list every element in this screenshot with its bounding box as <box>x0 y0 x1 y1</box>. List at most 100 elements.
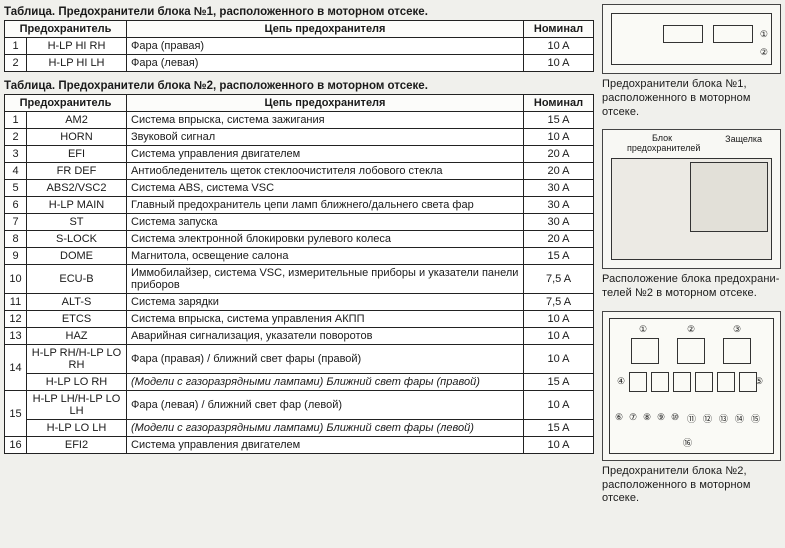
row-code: H-LP LH/H-LP LO LH <box>27 391 127 420</box>
d3-l3: ③ <box>733 324 741 335</box>
row-num: 1 <box>5 112 27 129</box>
row-nominal: 15 A <box>524 420 594 437</box>
row-circuit: Главный предохранитель цепи ламп ближнег… <box>127 197 524 214</box>
row-circuit: Система управления двигателем <box>127 437 524 454</box>
d3-l16: ⑯ <box>683 436 692 449</box>
table-row: H-LP LO LH(Модели с газоразрядными лампа… <box>5 420 594 437</box>
row-nominal: 15 A <box>524 112 594 129</box>
row-code: H-LP HI RH <box>27 38 127 55</box>
diagram-3-caption: Предохранители блока №2, распо­ложенного… <box>602 465 781 506</box>
table-row: 7STСистема запуска30 A <box>5 214 594 231</box>
table-row: 5ABS2/VSC2Система ABS, система VSC30 A <box>5 180 594 197</box>
row-nominal: 30 A <box>524 197 594 214</box>
row-num: 16 <box>5 437 27 454</box>
row-circuit: Система впрыска, система зажигания <box>127 112 524 129</box>
row-code: AM2 <box>27 112 127 129</box>
row-num: 6 <box>5 197 27 214</box>
row-nominal: 10 A <box>524 345 594 374</box>
row-circuit: Аварийная сигнализация, указатели поворо… <box>127 328 524 345</box>
row-code: S-LOCK <box>27 231 127 248</box>
table1-caption: Таблица. Предохранители блока №1, распол… <box>4 4 594 20</box>
row-code: H-LP LO RH <box>27 374 127 391</box>
row-nominal: 30 A <box>524 180 594 197</box>
row-num: 13 <box>5 328 27 345</box>
row-nominal: 15 A <box>524 374 594 391</box>
row-circuit: Система впрыска, система управления АКПП <box>127 311 524 328</box>
row-nominal: 20 A <box>524 163 594 180</box>
row-circuit: Звуковой сигнал <box>127 129 524 146</box>
d3-l12: ⑫ <box>703 412 712 425</box>
row-nominal: 20 A <box>524 231 594 248</box>
d1-label-1: ① <box>760 29 768 40</box>
row-num: 4 <box>5 163 27 180</box>
d2-label-latch: Защелка <box>725 134 762 144</box>
row-circuit: Фара (правая) / ближний свет фары (право… <box>127 345 524 374</box>
row-circuit: Система ABS, система VSC <box>127 180 524 197</box>
row-num: 2 <box>5 129 27 146</box>
row-num: 10 <box>5 265 27 294</box>
row-nominal: 30 A <box>524 214 594 231</box>
d3-l13: ⑬ <box>719 412 728 425</box>
row-circuit: Иммобилайзер, система VSC, измеритель­ны… <box>127 265 524 294</box>
table-row: 1H-LP HI RHФара (правая)10 A <box>5 38 594 55</box>
table2-caption: Таблица. Предохранители блока №2, распол… <box>4 78 594 94</box>
row-nominal: 10 A <box>524 129 594 146</box>
d3-l9: ⑨ <box>657 412 665 423</box>
th-nominal-2: Номинал <box>524 95 594 112</box>
table-row: 4FR DEFАнтиобледенитель щеток стеклоочис… <box>5 163 594 180</box>
row-num: 12 <box>5 311 27 328</box>
fuse-table-1: Предохранитель Цепь предохранителя Номин… <box>4 20 594 72</box>
row-code: HORN <box>27 129 127 146</box>
row-num: 2 <box>5 55 27 72</box>
table-row: 16EFI2Система управления двигателем10 A <box>5 437 594 454</box>
row-num: 8 <box>5 231 27 248</box>
row-nominal: 10 A <box>524 38 594 55</box>
row-code: ST <box>27 214 127 231</box>
table-row: H-LP LO RH(Модели с газоразрядными лампа… <box>5 374 594 391</box>
table-row: 12ETCSСистема впрыска, система управлени… <box>5 311 594 328</box>
row-circuit: Система запуска <box>127 214 524 231</box>
table-row: 8S-LOCKСистема электронной блокировки ру… <box>5 231 594 248</box>
row-num: 3 <box>5 146 27 163</box>
diagram-2-caption: Расположение блока предохрани­телей №2 в… <box>602 273 781 301</box>
d3-l1: ① <box>639 324 647 335</box>
table-row: 6H-LP MAINГлавный предохранитель цепи ла… <box>5 197 594 214</box>
row-num: 7 <box>5 214 27 231</box>
row-num: 11 <box>5 294 27 311</box>
row-circuit: Фара (левая) / ближний свет фар (левой) <box>127 391 524 420</box>
row-code: DOME <box>27 248 127 265</box>
row-num: 9 <box>5 248 27 265</box>
row-code: ECU-B <box>27 265 127 294</box>
row-num: 14 <box>5 345 27 391</box>
row-code: FR DEF <box>27 163 127 180</box>
row-code: EFI2 <box>27 437 127 454</box>
table-row: 2H-LP HI LHФара (левая)10 A <box>5 55 594 72</box>
row-nominal: 10 A <box>524 328 594 345</box>
row-nominal: 10 A <box>524 311 594 328</box>
d3-l11: ⑪ <box>687 412 696 425</box>
d3-l15: ⑮ <box>751 412 760 425</box>
d1-label-2: ② <box>760 47 768 58</box>
table-row: 11ALT-SСистема зарядки7,5 A <box>5 294 594 311</box>
row-nominal: 10 A <box>524 437 594 454</box>
row-circuit: Фара (левая) <box>127 55 524 72</box>
row-nominal: 10 A <box>524 55 594 72</box>
row-nominal: 15 A <box>524 248 594 265</box>
row-nominal: 7,5 A <box>524 294 594 311</box>
row-circuit: Магнитола, освещение салона <box>127 248 524 265</box>
row-circuit: Система зарядки <box>127 294 524 311</box>
th-circuit: Цепь предохранителя <box>127 21 524 38</box>
row-code: HAZ <box>27 328 127 345</box>
table-row: 2HORNЗвуковой сигнал10 A <box>5 129 594 146</box>
d3-l7: ⑦ <box>629 412 637 423</box>
row-circuit: Фара (правая) <box>127 38 524 55</box>
d3-l6: ⑥ <box>615 412 623 423</box>
row-nominal: 20 A <box>524 146 594 163</box>
row-code: H-LP HI LH <box>27 55 127 72</box>
diagram-3: ① ② ③ ④ ⑤ ⑥ ⑦ ⑧ ⑨ ⑩ ⑪ ⑫ ⑬ ⑭ ⑮ ⑯ <box>602 311 781 461</box>
diagram-1: ① ② <box>602 4 781 74</box>
d3-l10: ⑩ <box>671 412 679 423</box>
d3-l2: ② <box>687 324 695 335</box>
row-circuit: Система электронной блокировки рулевого … <box>127 231 524 248</box>
d2-label-block: Блок предохранителей <box>627 134 697 154</box>
